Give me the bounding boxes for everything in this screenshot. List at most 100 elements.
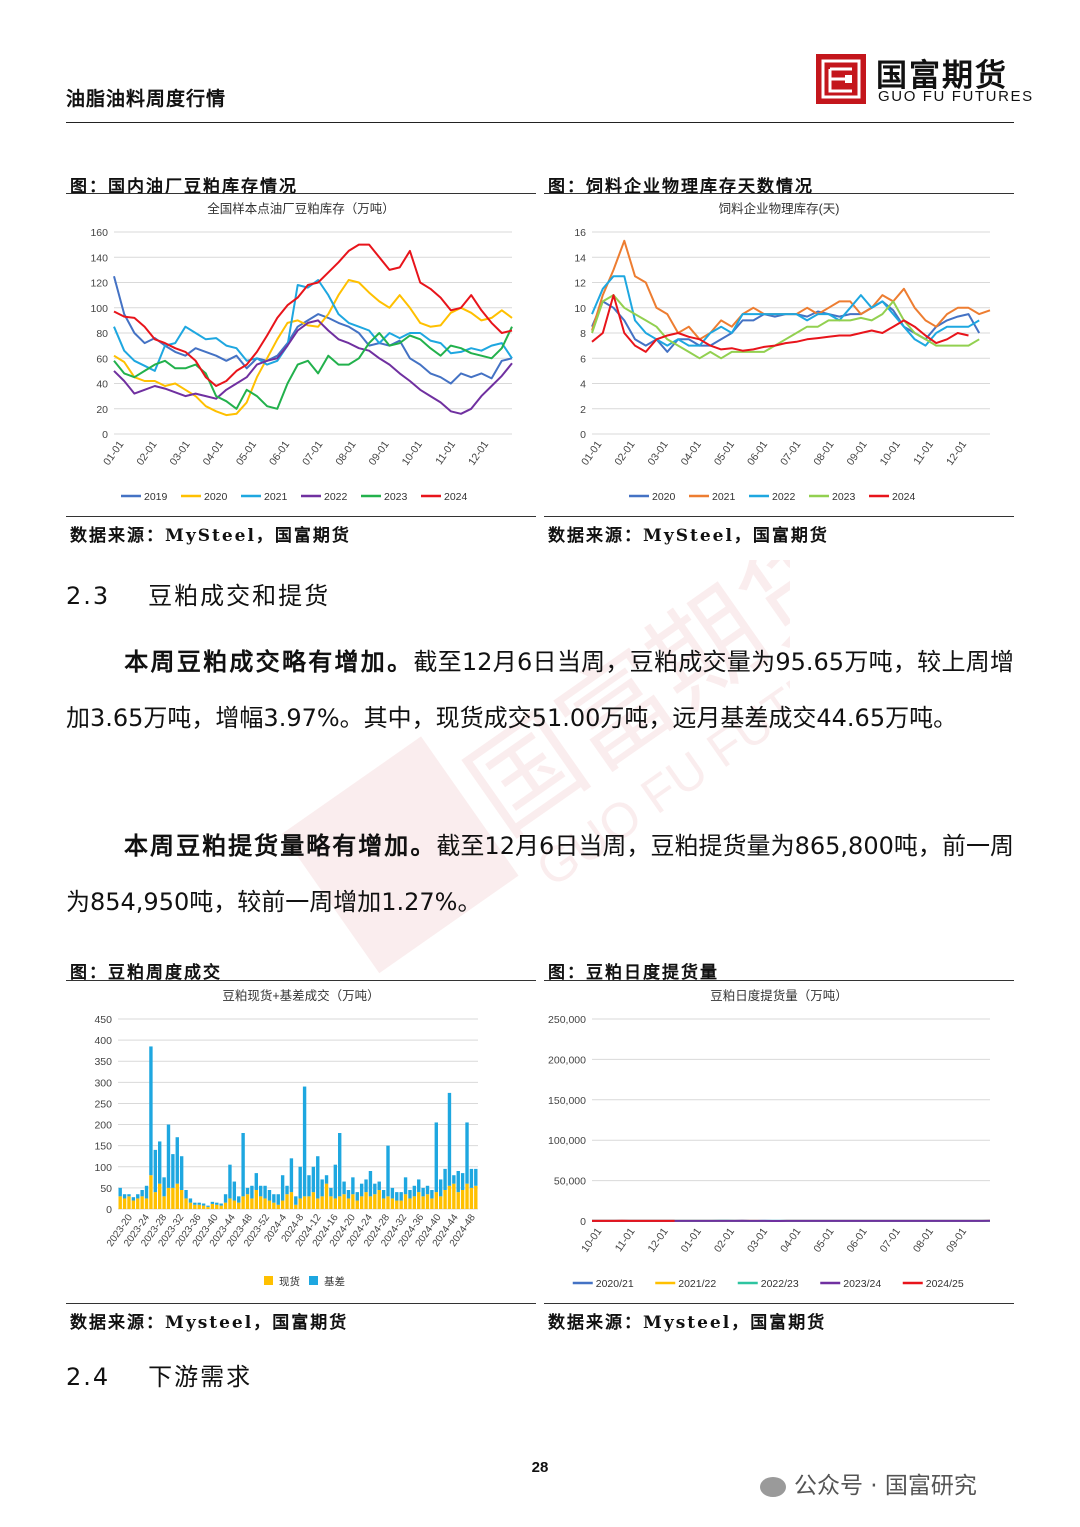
figure-caption: 图：豆粕日度提货量: [548, 963, 719, 983]
figure-rule: [544, 193, 1014, 194]
bar-spot: [364, 1192, 368, 1209]
series-line-2019: [113, 275, 513, 385]
y-tick-label: 140: [90, 252, 108, 264]
bar-basis: [188, 1198, 193, 1203]
chart-title: 全国样本点油厂豆粕库存（万吨）: [207, 201, 395, 216]
section-heading: 2.4 下游需求: [66, 1357, 252, 1392]
x-tick-label: 10-01: [579, 1226, 604, 1255]
legend-item: 2024: [421, 491, 468, 503]
bar-basis: [219, 1203, 223, 1206]
bar-spot: [346, 1198, 351, 1209]
bar-basis: [215, 1202, 219, 1205]
bar-spot: [302, 1196, 307, 1209]
x-tick-label: 05-01: [811, 1226, 836, 1255]
y-tick-label: 4: [580, 379, 586, 391]
bar-spot: [298, 1198, 302, 1209]
x-tick-label: 12-01: [944, 439, 969, 468]
series-line-2023: [113, 326, 513, 410]
bar-basis: [201, 1203, 206, 1206]
legend-label: 2020: [204, 491, 228, 503]
figure-rule: [66, 1303, 536, 1304]
bar-spot: [338, 1196, 342, 1209]
bar-basis: [359, 1183, 364, 1197]
y-tick-label: 250: [94, 1098, 112, 1110]
series-line-2022: [113, 319, 513, 415]
y-tick-label: 50: [100, 1183, 112, 1195]
data-source: 数据来源：MySteel，国富期货: [70, 526, 351, 546]
y-tick-label: 400: [94, 1035, 112, 1047]
legend-swatch: [264, 1276, 273, 1285]
y-tick-label: 0: [580, 429, 586, 441]
bar-basis: [386, 1145, 390, 1197]
y-tick-label: 0: [580, 1216, 586, 1228]
bar-basis: [438, 1179, 443, 1197]
x-tick-label: 10-01: [878, 439, 903, 468]
bar-spot: [294, 1204, 298, 1209]
bar-basis: [342, 1181, 346, 1195]
series-line-2024: [591, 294, 969, 353]
x-tick-label: 03-01: [646, 439, 671, 468]
bar-spot: [351, 1194, 355, 1209]
legend-item: 2022/23: [737, 1278, 799, 1290]
bar-spot: [153, 1192, 158, 1209]
bar-basis: [206, 1205, 210, 1207]
y-tick-label: 50,000: [554, 1176, 586, 1188]
x-tick-label: 01-01: [579, 439, 604, 468]
x-tick-label: 12-01: [466, 439, 491, 468]
figure-caption: 图：国内油厂豆粕库存情况: [70, 177, 298, 197]
paragraph-body: 截至12月6日当周，豆粕提货量为865,800吨，前一周为854,950吨，较前…: [66, 832, 1014, 916]
y-tick-label: 120: [90, 278, 108, 290]
bar-basis: [289, 1158, 294, 1193]
figure-rule: [66, 516, 536, 517]
bar-basis: [434, 1122, 438, 1193]
paragraph-lead: 本周豆粕成交略有增加。: [124, 647, 414, 676]
bar-spot: [280, 1200, 285, 1209]
bar-spot: [333, 1198, 338, 1209]
y-tick-label: 100,000: [548, 1135, 586, 1147]
bar-spot: [390, 1198, 395, 1209]
series-line-2020: [113, 279, 513, 417]
x-tick-label: 09-01: [367, 439, 392, 468]
x-tick-label: 08-01: [911, 1226, 936, 1255]
header-divider: [66, 122, 1014, 123]
series-line-2023: [591, 294, 980, 360]
legend-item: 2024: [869, 491, 916, 503]
bar-basis: [430, 1190, 434, 1199]
x-tick-label: 05-01: [234, 439, 259, 468]
bar-basis: [263, 1185, 267, 1199]
bar-basis: [443, 1168, 447, 1190]
bar-spot: [438, 1196, 443, 1209]
y-tick-label: 200: [94, 1120, 112, 1132]
bar-basis: [320, 1179, 324, 1197]
y-tick-label: 300: [94, 1077, 112, 1089]
paragraph: 本周豆粕成交略有增加。截至12月6日当周，豆粕成交量为95.65万吨，较上周增加…: [66, 634, 1014, 746]
chart-title: 饲料企业物理库存(天): [719, 201, 840, 216]
x-tick-label: 06-01: [267, 439, 292, 468]
x-tick-label: 11-01: [613, 1226, 638, 1254]
bar-basis: [140, 1190, 144, 1197]
soymeal-weekly-trade-chart: 豆粕现货+基差成交（万吨） 0 50 100 150 200 250 300 350 400 450…: [94, 988, 478, 1288]
y-tick-label: 2: [580, 404, 586, 416]
footer-brand: 公众号 · 国富研究: [760, 1466, 977, 1500]
bar-basis: [175, 1137, 179, 1184]
x-tick-label: 02-01: [134, 439, 159, 468]
legend-item: 2020: [181, 491, 228, 503]
bar-spot: [276, 1204, 280, 1209]
y-tick-label: 350: [94, 1056, 112, 1068]
bar-spot: [368, 1196, 373, 1209]
x-tick-label: 02-01: [612, 439, 637, 468]
legend-label: 2022/23: [761, 1278, 799, 1290]
legend-item: 2024/25: [902, 1278, 964, 1290]
legend-label: 2021/22: [678, 1278, 716, 1290]
x-tick-label: 03-01: [168, 439, 193, 468]
bar-basis: [390, 1187, 395, 1199]
legend-label: 2020: [652, 491, 676, 503]
bar-basis: [237, 1196, 241, 1203]
y-tick-label: 60: [96, 353, 108, 365]
paragraph: 本周豆粕提货量略有增加。截至12月6日当周，豆粕提货量为865,800吨，前一周…: [66, 818, 1014, 930]
bar-spot: [289, 1192, 294, 1209]
bar-spot: [355, 1200, 359, 1209]
data-source: 数据来源：Mysteel，国富期货: [70, 1313, 349, 1333]
bar-spot: [417, 1192, 421, 1209]
bar-basis: [258, 1185, 263, 1197]
